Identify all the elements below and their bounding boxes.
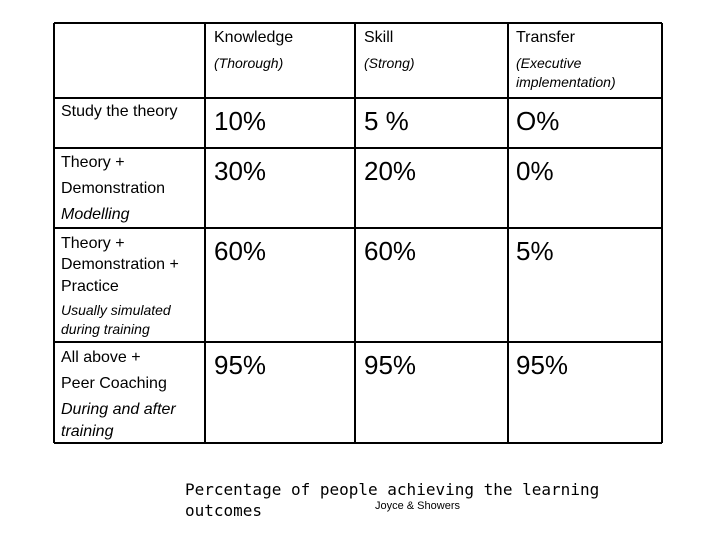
row-note-line1: Usually simulated bbox=[61, 302, 171, 318]
cell-value: 95% bbox=[364, 350, 417, 380]
cell-value: 60% bbox=[214, 236, 267, 266]
cell-value: 95% bbox=[516, 350, 569, 380]
cell-value: 5% bbox=[516, 236, 554, 266]
row-label-theory-demo-line2: Demonstration bbox=[61, 180, 166, 197]
column-subheader-skill: (Strong) bbox=[364, 55, 415, 71]
caption-line1: Percentage of people achieving the learn… bbox=[185, 480, 600, 499]
column-subheader-knowledge: (Thorough) bbox=[214, 55, 284, 71]
column-subheader-transfer-line2: implementation) bbox=[516, 74, 616, 90]
row-label-study-theory: Study the theory bbox=[61, 103, 178, 120]
column-header-transfer: Transfer bbox=[516, 29, 575, 46]
row-label-peer-line2: Peer Coaching bbox=[61, 375, 167, 392]
row-note-line2: during training bbox=[61, 321, 150, 337]
column-header-knowledge: Knowledge bbox=[214, 29, 294, 46]
column-header-skill: Skill bbox=[364, 29, 394, 46]
row-label-theory-demo-line1: Theory + bbox=[61, 154, 125, 171]
column-subheader-transfer-line1: (Executive bbox=[516, 55, 582, 71]
cell-value: 30% bbox=[214, 156, 267, 186]
caption-line2: outcomes bbox=[185, 501, 263, 520]
row-label-peer-line3: During and after bbox=[61, 401, 176, 418]
row-label-peer-line1: All above + bbox=[61, 349, 141, 366]
row-label-theory-practice-line3: Practice bbox=[61, 278, 119, 295]
row-label-theory-demo-line3: Modelling bbox=[61, 206, 130, 223]
cell-value: 20% bbox=[364, 156, 417, 186]
cell-value: 60% bbox=[364, 236, 417, 266]
row-label-theory-practice-line2: Demonstration + bbox=[61, 256, 179, 273]
row-label-peer-line4: training bbox=[61, 423, 114, 440]
caption-credit: Joyce & Showers bbox=[375, 500, 460, 512]
cell-value: O% bbox=[516, 106, 560, 136]
cell-value: 5 % bbox=[364, 106, 409, 136]
cell-value: 0% bbox=[516, 156, 554, 186]
cell-value: 95% bbox=[214, 350, 267, 380]
cell-value: 10% bbox=[214, 106, 267, 136]
row-label-theory-practice-line1: Theory + bbox=[61, 235, 125, 252]
